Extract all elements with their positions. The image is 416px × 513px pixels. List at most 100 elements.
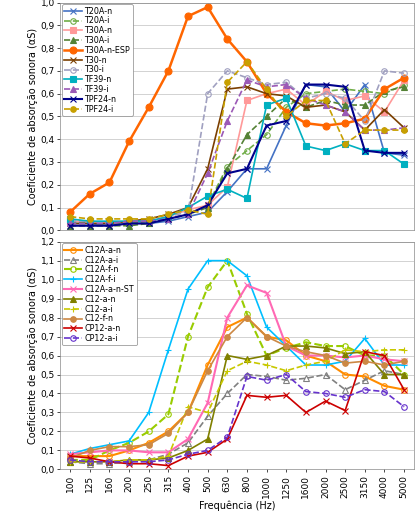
TF39-i: [323, 102, 328, 108]
TF39-i: [401, 125, 406, 131]
C12A-a-i: [382, 368, 387, 374]
T30-n: [401, 125, 406, 131]
TPF24-n: [126, 221, 131, 227]
T30A-n: [343, 97, 348, 104]
C12A-f-n: [107, 447, 112, 453]
CP12-a-i: [245, 373, 250, 380]
TF39-i: [382, 127, 387, 133]
C12-a-n: [343, 350, 348, 357]
TPF24-i: [225, 79, 230, 85]
T20A-i: [323, 88, 328, 94]
T30A-n-ESP: [225, 36, 230, 42]
C12-f-n: [343, 360, 348, 366]
C12-a-n: [284, 343, 289, 349]
C12A-f-i: [382, 362, 387, 368]
T20A-n: [87, 221, 92, 227]
TF39-n: [323, 148, 328, 154]
T30-n: [323, 102, 328, 108]
T30A-n: [186, 207, 191, 213]
C12-a-i: [166, 453, 171, 459]
C12A-f-i: [362, 336, 367, 342]
T30A-n: [87, 218, 92, 224]
C12-a-n: [126, 457, 131, 463]
T30-i: [166, 213, 171, 220]
T30-i: [68, 218, 73, 224]
CP12-a-n: [245, 392, 250, 399]
CP12-a-n: [343, 407, 348, 413]
TPF24-i: [186, 207, 191, 213]
C12A-a-n: [146, 440, 151, 446]
C12A-f-n: [362, 352, 367, 359]
TPF24-n: [382, 150, 387, 156]
T30A-n: [146, 218, 151, 224]
C12-f-n: [87, 447, 92, 453]
CP12-a-i: [68, 457, 73, 463]
C12A-a-n: [303, 352, 308, 359]
C12A-a-i: [401, 371, 406, 378]
TPF24-i: [343, 141, 348, 147]
T30A-i: [126, 223, 131, 229]
T30A-n-ESP: [146, 104, 151, 110]
C12A-f-i: [303, 362, 308, 368]
TF39-i: [205, 170, 210, 176]
TPF24-i: [245, 58, 250, 65]
CP12-a-n: [68, 453, 73, 459]
C12A-f-i: [126, 438, 131, 444]
T30-i: [362, 118, 367, 124]
Line: C12A-f-i: C12A-f-i: [67, 257, 408, 458]
T30-i: [303, 95, 308, 101]
TPF24-i: [107, 216, 112, 222]
T30A-i: [264, 113, 269, 120]
Line: T30-i: T30-i: [67, 68, 407, 226]
C12A-a-n: [323, 358, 328, 364]
C12A-a-i: [146, 457, 151, 463]
TF39-n: [284, 95, 289, 101]
T30-n: [126, 218, 131, 224]
C12-f-n: [205, 368, 210, 374]
TPF24-n: [107, 223, 112, 229]
T30-n: [303, 104, 308, 110]
C12A-f-n: [264, 352, 269, 359]
TF39-n: [264, 102, 269, 108]
C12A-a-n-ST: [323, 352, 328, 359]
TPF24-n: [205, 202, 210, 208]
Legend: T20A-n, T20A-i, T30A-n, T30A-i, T30A-n-ESP, T30-n, T30-i, TF39-n, TF39-i, TPF24-: T20A-n, T20A-i, T30A-n, T30A-i, T30A-n-E…: [62, 4, 133, 116]
C12A-a-i: [323, 371, 328, 378]
C12A-a-n-ST: [166, 449, 171, 456]
T20A-i: [166, 216, 171, 222]
C12-a-i: [382, 347, 387, 353]
CP12-a-n: [146, 461, 151, 467]
C12A-f-n: [343, 343, 348, 349]
C12-f-n: [107, 444, 112, 450]
TPF24-i: [166, 211, 171, 218]
T20A-n: [382, 150, 387, 156]
C12-f-n: [126, 444, 131, 450]
Line: C12A-a-n-ST: C12A-a-n-ST: [67, 283, 407, 457]
T30A-n-ESP: [382, 86, 387, 92]
T30A-n: [401, 77, 406, 83]
T30A-n: [225, 184, 230, 190]
TF39-i: [245, 77, 250, 83]
T30A-i: [284, 95, 289, 101]
T20A-i: [107, 221, 112, 227]
T30-n: [225, 86, 230, 92]
CP12-a-i: [107, 459, 112, 465]
CP12-a-i: [362, 387, 367, 393]
Line: T20A-i: T20A-i: [67, 82, 407, 226]
T30A-n: [264, 91, 269, 97]
T20A-n: [225, 188, 230, 194]
TPF24-n: [343, 84, 348, 90]
Line: CP12-a-n: CP12-a-n: [67, 349, 407, 468]
C12A-f-n: [284, 345, 289, 351]
C12-a-n: [107, 459, 112, 465]
C12A-f-n: [205, 284, 210, 290]
C12A-f-i: [205, 258, 210, 264]
T30A-n-ESP: [87, 191, 92, 197]
C12-a-n: [303, 343, 308, 349]
C12-a-n: [245, 356, 250, 362]
CP12-a-i: [264, 377, 269, 383]
TPF24-n: [362, 148, 367, 154]
Y-axis label: Coeficiente de absorção sonora (αS): Coeficiente de absorção sonora (αS): [28, 267, 38, 444]
T30-i: [225, 68, 230, 74]
C12A-a-n: [225, 324, 230, 330]
